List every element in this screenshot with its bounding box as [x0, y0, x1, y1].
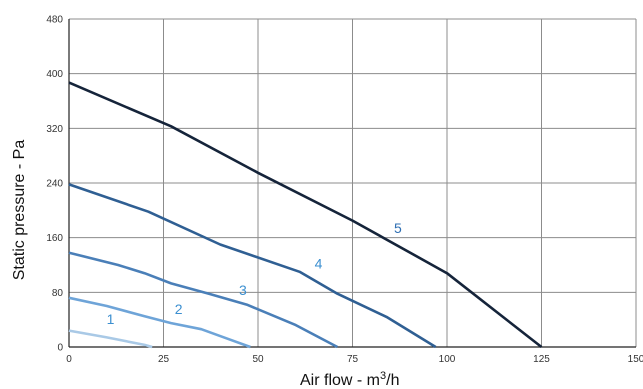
series-line-5	[68, 81, 543, 349]
series-line-4	[68, 183, 437, 349]
y-tick-label: 80	[52, 288, 64, 299]
series-label-2: 2	[175, 301, 183, 317]
y-tick-label: 400	[46, 69, 63, 80]
x-tick-label: 100	[439, 354, 456, 365]
series-label-1: 1	[107, 311, 115, 327]
x-tick-label: 25	[158, 354, 170, 365]
y-tick-label: 320	[46, 124, 63, 135]
y-tick-label: 0	[57, 343, 63, 354]
grid	[69, 18, 637, 347]
x-tick-label: 125	[533, 354, 550, 365]
series-lines	[68, 81, 543, 349]
series-label-3: 3	[239, 282, 247, 298]
y-axis-label: Static pressure - Pa	[11, 140, 28, 281]
series-line-2	[68, 296, 251, 349]
x-tick-label: 50	[252, 354, 264, 365]
series-label-4: 4	[315, 255, 323, 271]
series-labels: 1 2 3 4 5	[107, 220, 402, 327]
x-axis-label-superscript: 3	[380, 370, 386, 382]
x-tick-label: 150	[628, 354, 643, 365]
x-axis-label-tail: /h	[386, 372, 399, 389]
series-line-1	[68, 329, 153, 349]
series-line-3	[68, 251, 339, 349]
x-tick-label: 0	[66, 354, 72, 365]
y-tick-label: 480	[46, 15, 63, 26]
y-tick-label: 240	[46, 179, 63, 190]
x-tick-label: 75	[347, 354, 359, 365]
y-tick-label: 160	[46, 233, 63, 244]
x-axis-label: Air flow - m3/h	[300, 370, 399, 389]
series-label-5: 5	[394, 220, 402, 236]
x-axis-label-main: Air flow - m	[300, 372, 380, 389]
